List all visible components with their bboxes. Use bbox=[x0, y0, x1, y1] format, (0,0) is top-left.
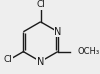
Text: OCH₃: OCH₃ bbox=[77, 47, 99, 56]
Text: N: N bbox=[37, 57, 44, 67]
Text: N: N bbox=[54, 27, 62, 37]
Text: Cl: Cl bbox=[36, 0, 45, 9]
Text: Cl: Cl bbox=[3, 55, 12, 64]
